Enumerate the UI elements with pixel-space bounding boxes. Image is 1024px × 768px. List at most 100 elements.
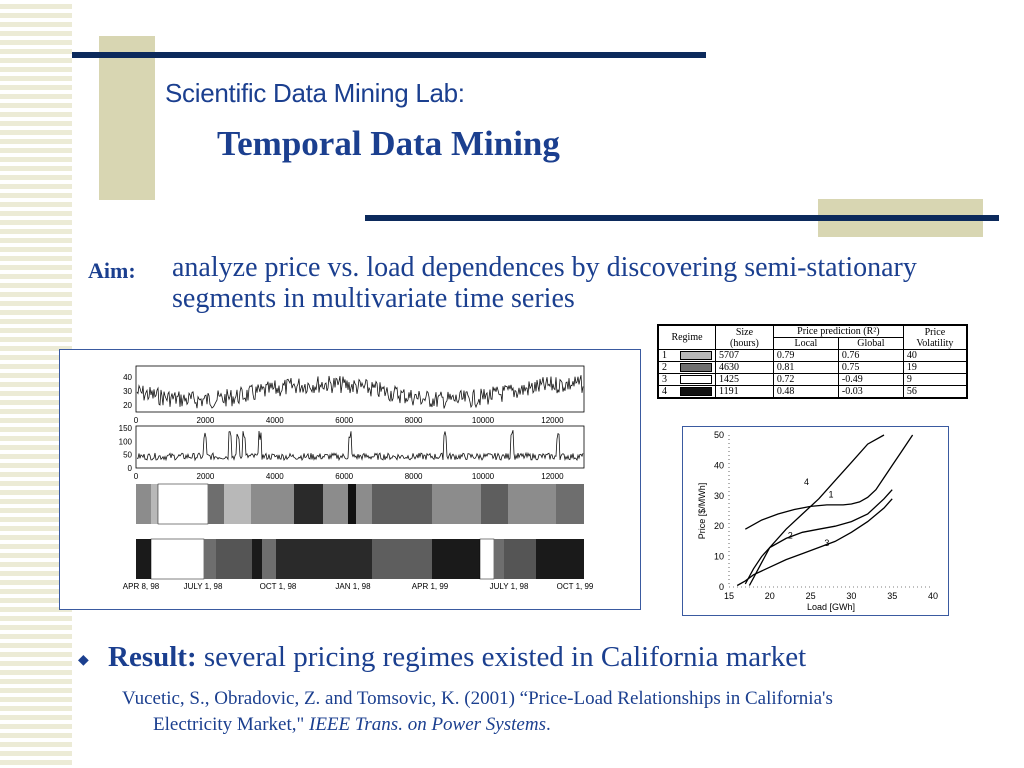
reference-text: Electricity Market," xyxy=(153,714,305,735)
regime-global-cell: -0.49 xyxy=(837,373,904,386)
header-rule-top xyxy=(72,52,706,58)
hour-tick-label: 0 xyxy=(134,416,139,425)
price-tick-label: 100 xyxy=(119,437,133,446)
reference-line-1: Vucetic, S., Obradovic, Z. and Tomsovic,… xyxy=(122,688,833,709)
hour-tick-label: 4000 xyxy=(266,416,284,425)
regime-global-cell: -0.03 xyxy=(837,385,904,398)
regime-cell: 2 xyxy=(658,361,716,374)
local-header: Local xyxy=(772,337,839,350)
price-plot-frame xyxy=(135,425,585,469)
date-label: JAN 1, 98 xyxy=(335,582,371,591)
segment-bar xyxy=(479,538,495,580)
price-tick-label: 50 xyxy=(123,451,132,460)
segment-bar xyxy=(224,484,251,524)
segment-bar xyxy=(252,539,262,579)
regime-number: 1 xyxy=(662,350,667,361)
timeseries-svg: 4030201501005000020002000400040006000600… xyxy=(119,365,594,591)
regime-size-cell: 5707 xyxy=(715,349,774,362)
regime-swatch xyxy=(680,363,712,373)
regime-cell: 1 xyxy=(658,349,716,362)
regime-swatch xyxy=(680,387,712,397)
curve-label: 4 xyxy=(804,477,809,487)
regime-size-cell: 4630 xyxy=(715,361,774,374)
date-label: OCT 1, 99 xyxy=(557,582,594,591)
x-tick-label: 40 xyxy=(928,591,938,601)
segment-bar xyxy=(348,484,356,524)
regime-local-cell: 0.79 xyxy=(772,349,839,362)
segment-bar xyxy=(294,484,323,524)
segment-bar xyxy=(372,484,432,524)
hour-tick-label: 12000 xyxy=(541,416,564,425)
regime-local-cell: 0.48 xyxy=(772,385,839,398)
hour-tick-label: 8000 xyxy=(405,416,423,425)
segment-bar xyxy=(216,539,252,579)
aim-label: Aim: xyxy=(88,258,136,283)
timeseries-figure: 40 30 20 150 100 50 0 0 0 2000 2000 4000 4000 6000 600… xyxy=(59,349,641,610)
segment-bar xyxy=(508,484,556,524)
y-axis-label: Price [$/MWh] xyxy=(697,483,707,540)
diamond-bullet-icon: ◆ xyxy=(78,653,89,668)
date-label: JULY 1, 98 xyxy=(184,582,223,591)
regime-volatility-cell: 56 xyxy=(902,385,967,398)
load-series-line xyxy=(136,375,584,409)
segment-bar xyxy=(556,484,584,524)
segment-bar xyxy=(494,539,504,579)
volatility-header: Price Volatility xyxy=(902,325,967,350)
reference-line-2: Electricity Market," IEEE Trans. on Powe… xyxy=(122,712,1002,738)
x-tick-label: 20 xyxy=(765,591,775,601)
x-tick-label: 15 xyxy=(724,591,734,601)
series-4-line xyxy=(748,434,885,586)
lab-title: Scientific Data Mining Lab: xyxy=(165,78,465,108)
regime-swatch xyxy=(680,351,712,361)
segment-bar xyxy=(251,484,294,524)
segment-bar xyxy=(136,484,151,524)
curve-label: 1 xyxy=(828,489,833,499)
regime-local-cell: 0.72 xyxy=(772,373,839,386)
regime-rows: 1 5707 0.79 0.76 40 2 4630 0.81 0.75 19 3 1425 0.72-… xyxy=(658,349,967,398)
regime-table-panel: Regime Size (hours) Price prediction (R²… xyxy=(657,324,968,399)
regime-number: 2 xyxy=(662,362,667,373)
series-1-line xyxy=(744,434,914,530)
regime-local-cell: 0.81 xyxy=(772,361,839,374)
load-tick-label: 20 xyxy=(123,401,132,410)
regime-size-cell: 1191 xyxy=(715,385,774,398)
hour-tick-label: 10000 xyxy=(472,416,495,425)
segment-bar xyxy=(150,538,205,580)
x-tick-label: 30 xyxy=(846,591,856,601)
load-tick-label: 30 xyxy=(123,387,132,396)
y-tick-label: 40 xyxy=(714,460,724,470)
reference-journal: IEEE Trans. on Power Systems xyxy=(309,714,546,735)
price-load-chart-panel: 0 10 20 30 40 50 15 20 25 30 35 40 Load [GWh] Price [… xyxy=(682,426,949,616)
price-tick-label: 0 xyxy=(128,464,133,473)
reference: Vucetic, S., Obradovic, Z. and Tomsovic,… xyxy=(122,686,1002,738)
segment-bar xyxy=(276,539,372,579)
aim-text: analyze price vs. load dependences by di… xyxy=(172,252,917,314)
segment-bar xyxy=(151,484,158,524)
date-label: JULY 1, 98 xyxy=(490,582,529,591)
result-line: Result: several pricing regimes existed … xyxy=(108,641,806,674)
hour-tick-label: 6000 xyxy=(335,472,353,481)
regime-cell: 3 xyxy=(658,373,716,386)
hour-tick-label: 2000 xyxy=(197,472,215,481)
segment-bar xyxy=(204,539,216,579)
hour-tick-label: 0 xyxy=(134,472,139,481)
page-title: Temporal Data Mining xyxy=(217,124,560,163)
x-tick-label: 35 xyxy=(887,591,897,601)
regime-global-cell: 0.76 xyxy=(837,349,904,362)
hour-tick-label: 4000 xyxy=(266,472,284,481)
result-text: several pricing regimes existed in Calif… xyxy=(203,641,807,673)
y-tick-label: 0 xyxy=(719,582,724,592)
load-tick-label: 40 xyxy=(123,373,132,382)
regime-number: 4 xyxy=(662,386,667,397)
segment-bar xyxy=(372,539,432,579)
reference-end: . xyxy=(545,714,551,735)
series-3-line xyxy=(736,498,893,587)
regime-row: 4 1191 0.48 -0.03 56 xyxy=(658,385,967,398)
segment-bar xyxy=(356,484,372,524)
segment-bar xyxy=(432,484,481,524)
regime-size-cell: 1425 xyxy=(715,373,774,386)
segment-bar xyxy=(157,483,209,525)
hour-tick-label: 8000 xyxy=(405,472,423,481)
segment-bar xyxy=(262,539,276,579)
size-header-unit: (hours) xyxy=(730,337,759,349)
